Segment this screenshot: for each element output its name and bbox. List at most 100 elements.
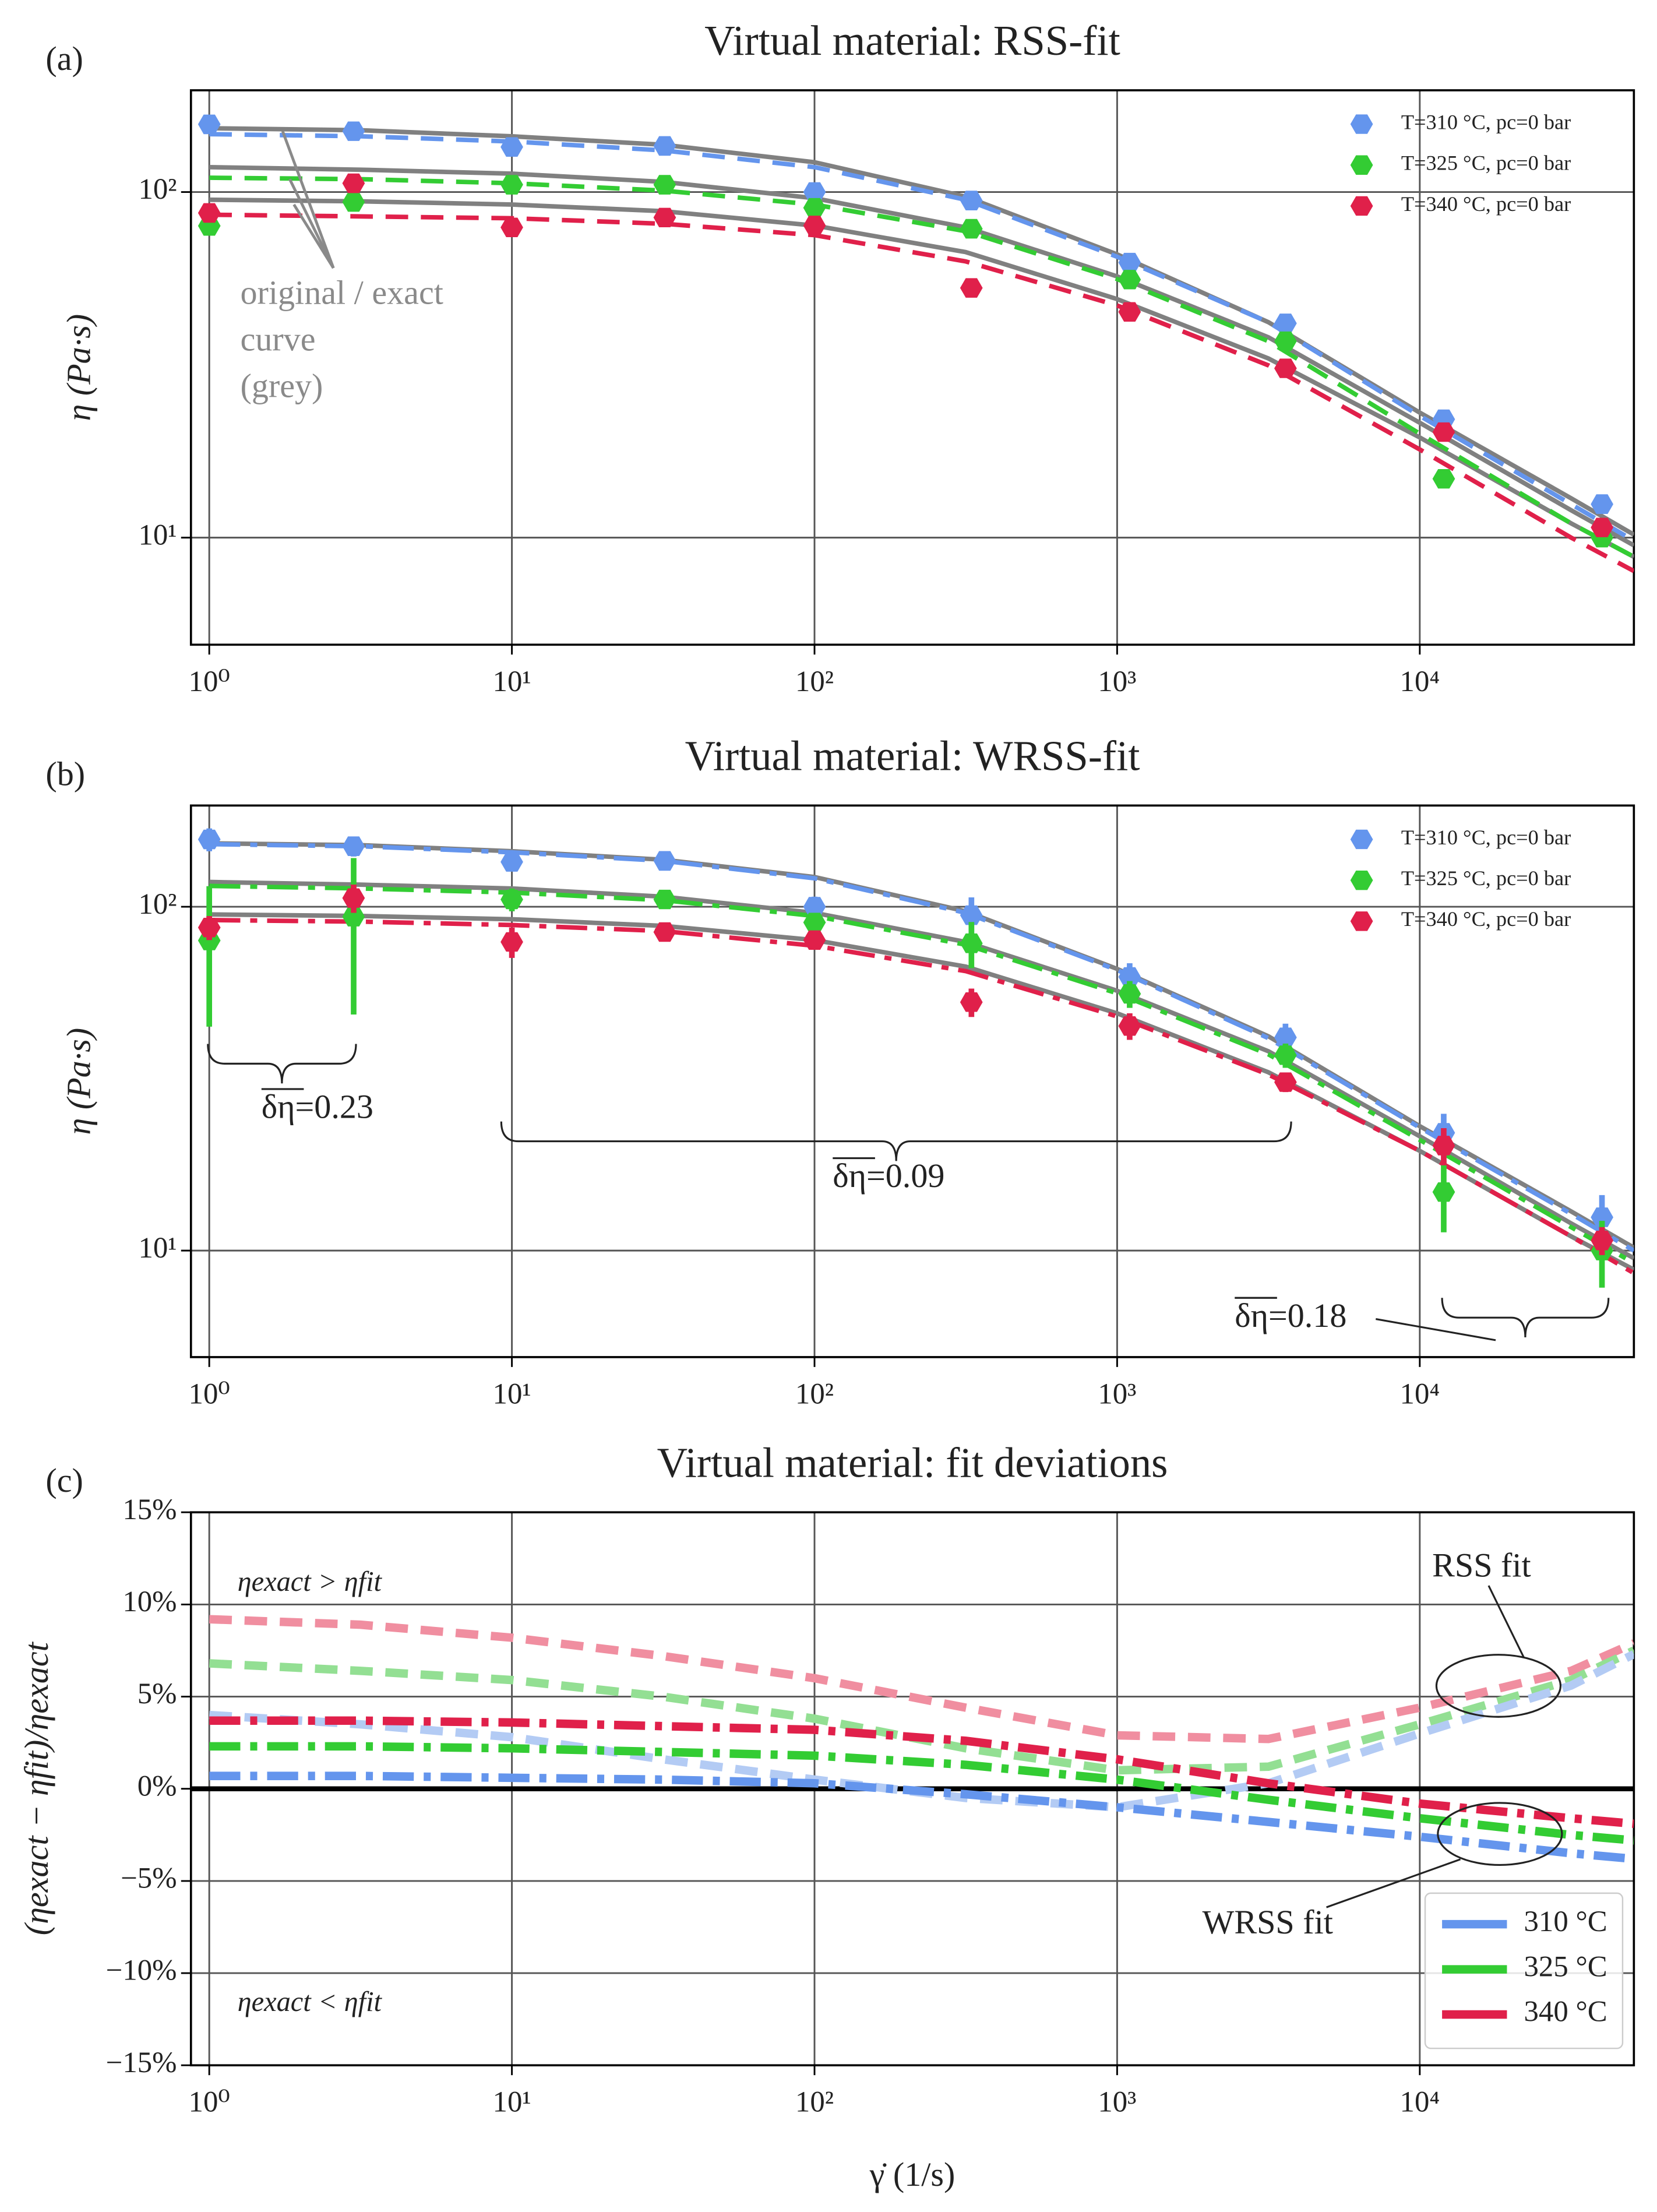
- y-tick-label: 10¹: [138, 1231, 177, 1264]
- x-tick-label: 10³: [1098, 665, 1136, 698]
- data-point: [960, 219, 983, 239]
- pointer: [281, 131, 335, 269]
- panel-label: (c): [45, 1461, 83, 1499]
- data-point: [960, 992, 983, 1012]
- x-tick-label: 10⁰: [189, 2086, 230, 2118]
- y-tick-label: 0%: [138, 1769, 177, 1802]
- legend-label: T=310 °C, pc=0 bar: [1401, 110, 1571, 133]
- annotation: δη=0.09: [833, 1157, 944, 1195]
- legend-marker: [1350, 870, 1373, 890]
- x-tick-label: 10¹: [493, 665, 531, 698]
- data-point: [1274, 1045, 1297, 1065]
- legend-label: 310 °C: [1524, 1905, 1607, 1938]
- x-tick-label: 10¹: [493, 1377, 531, 1410]
- data-point: [653, 922, 676, 942]
- data-point: [960, 933, 983, 953]
- panel: Virtual material: WRSS-fit (b) 10⁰ 10¹ 10² 10…: [45, 732, 1635, 1410]
- series-line: [209, 1716, 1634, 1828]
- y-tick-label: 5%: [138, 1677, 177, 1710]
- data-point: [342, 121, 365, 141]
- legend-label: T=340 °C, pc=0 bar: [1401, 192, 1571, 216]
- data-point: [1432, 1136, 1455, 1156]
- data-point: [803, 930, 826, 950]
- data-point: [500, 852, 523, 872]
- annotation: δη=0.18: [1235, 1297, 1346, 1334]
- x-tick-label: 10⁰: [189, 1377, 230, 1410]
- data-point: [1591, 517, 1613, 537]
- legend-label: 325 °C: [1524, 1950, 1607, 1982]
- x-tick-label: 10³: [1098, 1377, 1136, 1410]
- plot-area: [198, 828, 1634, 1288]
- panel: Virtual material: fit deviations (c) 10⁰ 10…: [17, 1439, 1635, 2193]
- y-tick-label: 15%: [122, 1493, 177, 1526]
- y-tick-label: −10%: [106, 1954, 177, 1986]
- annotation: (grey): [240, 367, 323, 405]
- pointer: [1376, 1318, 1496, 1341]
- series-line: [209, 212, 1634, 573]
- data-point: [1118, 302, 1141, 322]
- data-point: [1118, 252, 1141, 273]
- legend-label: 340 °C: [1524, 1995, 1607, 2028]
- data-point: [342, 173, 365, 193]
- series-line: [209, 1771, 1634, 1864]
- data-point: [342, 907, 365, 927]
- x-tick-label: 10⁴: [1400, 665, 1440, 698]
- data-point: [500, 137, 523, 157]
- data-point: [342, 888, 365, 908]
- panel: Virtual material: RSS-fit (a) 10⁰ 10¹ 10² 10³…: [45, 17, 1635, 698]
- data-point: [1591, 494, 1613, 514]
- annotation: δη=0.23: [262, 1088, 373, 1126]
- annotation: ηexact > ηfit: [238, 1566, 383, 1597]
- pointer: [1326, 1858, 1461, 1908]
- plot-frame: [189, 89, 1635, 646]
- data-point: [500, 932, 523, 952]
- annotation: original / exact: [240, 274, 443, 312]
- data-point: [1118, 984, 1141, 1004]
- data-point: [803, 198, 826, 218]
- data-point: [342, 192, 365, 212]
- data-point: [1274, 358, 1297, 378]
- data-point: [198, 829, 221, 850]
- x-tick-label: 10⁴: [1400, 1377, 1440, 1410]
- legend-marker: [1350, 911, 1373, 931]
- x-tick-label: 10²: [795, 665, 834, 698]
- x-tick-label: 10³: [1098, 2086, 1136, 2118]
- title: Virtual material: fit deviations: [657, 1439, 1168, 1486]
- data-point: [1591, 1231, 1613, 1251]
- data-point: [198, 918, 221, 938]
- y-axis-label: (ηexact − ηfit)/ηexact: [17, 1641, 55, 1935]
- data-point: [500, 889, 523, 910]
- series-line: [209, 1615, 1634, 1743]
- legend-label: T=340 °C, pc=0 bar: [1401, 907, 1571, 931]
- data-point: [653, 175, 676, 195]
- data-point: [342, 836, 365, 857]
- highlight: [1435, 1654, 1562, 1718]
- x-tick-label: 10⁴: [1400, 2086, 1440, 2118]
- data-point: [1432, 1182, 1455, 1202]
- annotation: curve: [240, 320, 315, 358]
- data-point: [803, 913, 826, 932]
- data-point: [653, 851, 676, 871]
- data-point: [653, 889, 676, 910]
- series-line: [209, 1742, 1634, 1845]
- data-point: [1591, 1207, 1613, 1227]
- annotation: RSS fit: [1432, 1546, 1531, 1584]
- data-point: [1118, 270, 1141, 290]
- plot-area: [209, 1615, 1634, 1864]
- y-axis-label: η (Pa·s): [60, 1028, 98, 1135]
- series-line: [209, 1646, 1634, 1775]
- brace: [1441, 1298, 1610, 1338]
- data-point: [500, 175, 523, 195]
- data-point: [1432, 469, 1455, 489]
- pointer: [288, 178, 335, 269]
- panel-label: (b): [45, 755, 85, 792]
- legend-label: T=310 °C, pc=0 bar: [1401, 826, 1571, 849]
- y-tick-label: 10%: [122, 1585, 177, 1618]
- legend-label: T=325 °C, pc=0 bar: [1401, 867, 1571, 890]
- pointer: [1487, 1585, 1525, 1658]
- brace: [500, 1121, 1292, 1161]
- y-tick-label: 10²: [138, 172, 177, 205]
- data-point: [1274, 314, 1297, 333]
- annotation: WRSS fit: [1203, 1903, 1333, 1941]
